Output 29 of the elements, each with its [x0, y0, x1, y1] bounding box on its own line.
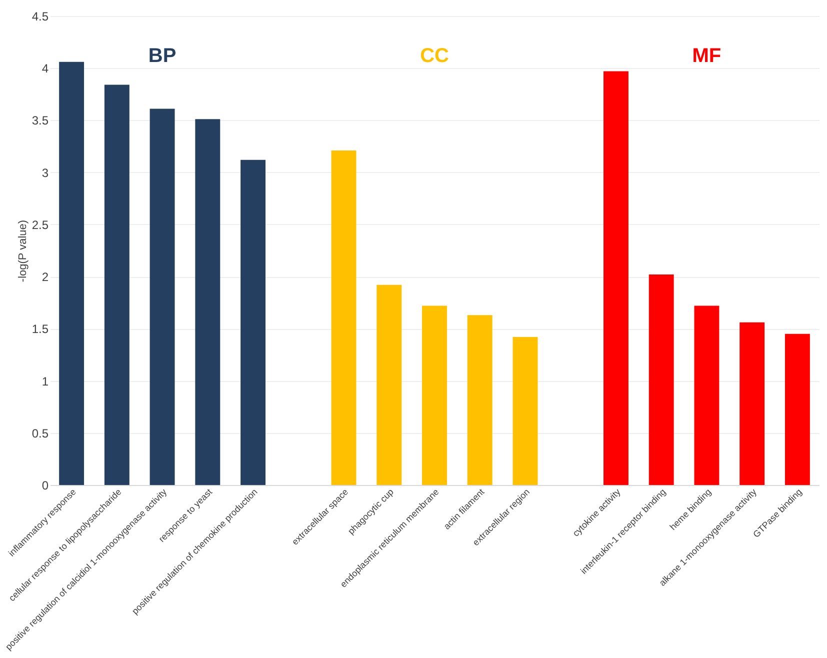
bar — [376, 284, 402, 485]
bar — [604, 71, 628, 485]
y-axis-title: -log(P value) — [16, 220, 29, 282]
series-label: BP — [148, 45, 176, 67]
bar — [467, 315, 492, 485]
bar — [740, 322, 765, 485]
y-tick-label: 0 — [42, 478, 49, 492]
bar — [240, 160, 266, 485]
bar — [331, 150, 356, 485]
bar — [104, 84, 130, 485]
y-tick-label: 4.5 — [32, 10, 49, 24]
bar — [784, 334, 810, 485]
text: MF — [692, 45, 722, 67]
y-tick-label: 3 — [42, 166, 49, 180]
bar — [512, 337, 538, 485]
bar — [195, 119, 220, 485]
y-tick-label: 3.5 — [32, 114, 49, 128]
y-tick-label: 4 — [42, 62, 49, 76]
bar — [422, 306, 447, 485]
bar — [59, 62, 84, 485]
bar — [150, 108, 175, 485]
y-tick-label: 2.5 — [32, 218, 49, 232]
y-tick-label: 0.5 — [32, 426, 49, 440]
bar — [694, 306, 720, 485]
text: CC — [420, 45, 449, 67]
y-tick-label: 1.5 — [32, 322, 49, 336]
y-tick-label: 2 — [42, 270, 49, 284]
bar — [648, 274, 674, 485]
y-tick-label: 1 — [42, 374, 49, 388]
